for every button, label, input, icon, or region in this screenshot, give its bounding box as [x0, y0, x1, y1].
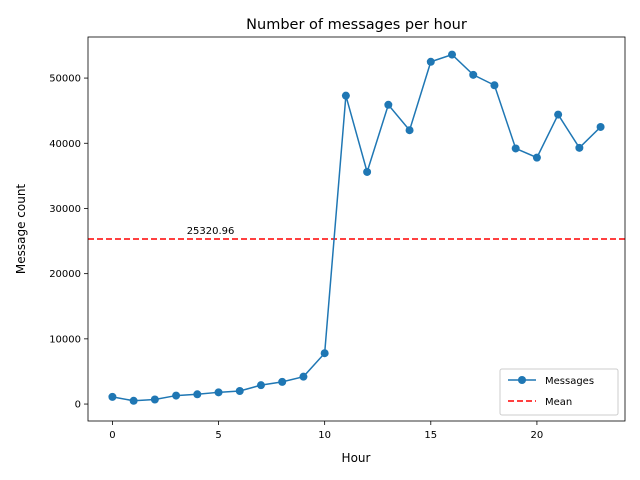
data-point [511, 144, 520, 153]
data-point [596, 122, 605, 131]
x-axis-label: Hour [342, 451, 371, 465]
x-tick-label: 5 [215, 430, 221, 441]
x-tick-label: 0 [109, 430, 115, 441]
y-tick-label: 30000 [49, 204, 81, 215]
chart-title: Number of messages per hour [246, 17, 467, 33]
data-point [490, 81, 499, 90]
legend-mean-label: Mean [545, 397, 572, 408]
data-point [150, 395, 159, 404]
data-point [405, 126, 414, 135]
data-point [341, 91, 350, 100]
x-tick-label: 20 [531, 430, 544, 441]
data-point [256, 381, 265, 390]
data-point [532, 153, 541, 162]
data-point [193, 390, 202, 399]
data-point [320, 349, 329, 358]
data-point [108, 392, 117, 401]
y-tick-label: 40000 [49, 139, 81, 150]
mean-annotation: 25320.96 [187, 226, 235, 237]
y-tick-label: 10000 [49, 334, 81, 345]
data-point [426, 57, 435, 66]
data-point [129, 396, 138, 405]
x-tick-label: 10 [318, 430, 331, 441]
data-point [172, 391, 181, 400]
y-axis-label: Message count [14, 184, 28, 275]
data-point [554, 110, 563, 119]
y-tick-label: 0 [75, 400, 81, 411]
data-point [384, 100, 393, 109]
data-point [214, 388, 223, 397]
data-point [575, 143, 584, 152]
plot-frame [87, 36, 626, 422]
data-point [299, 372, 308, 381]
data-point [235, 387, 244, 396]
x-tick-label: 15 [424, 430, 437, 441]
plot-area: 0 5 10 15 20 0 10000 20000 30000 40000 50000 25320.… [49, 36, 626, 441]
data-point [448, 50, 457, 59]
legend-messages-label: Messages [545, 376, 594, 387]
y-tick-label: 50000 [49, 74, 81, 85]
data-point [363, 167, 372, 176]
legend: Messages Mean [499, 368, 619, 416]
data-point [278, 377, 287, 386]
legend-messages-marker [518, 376, 526, 384]
y-tick-label: 20000 [49, 269, 81, 280]
data-point [469, 70, 478, 79]
